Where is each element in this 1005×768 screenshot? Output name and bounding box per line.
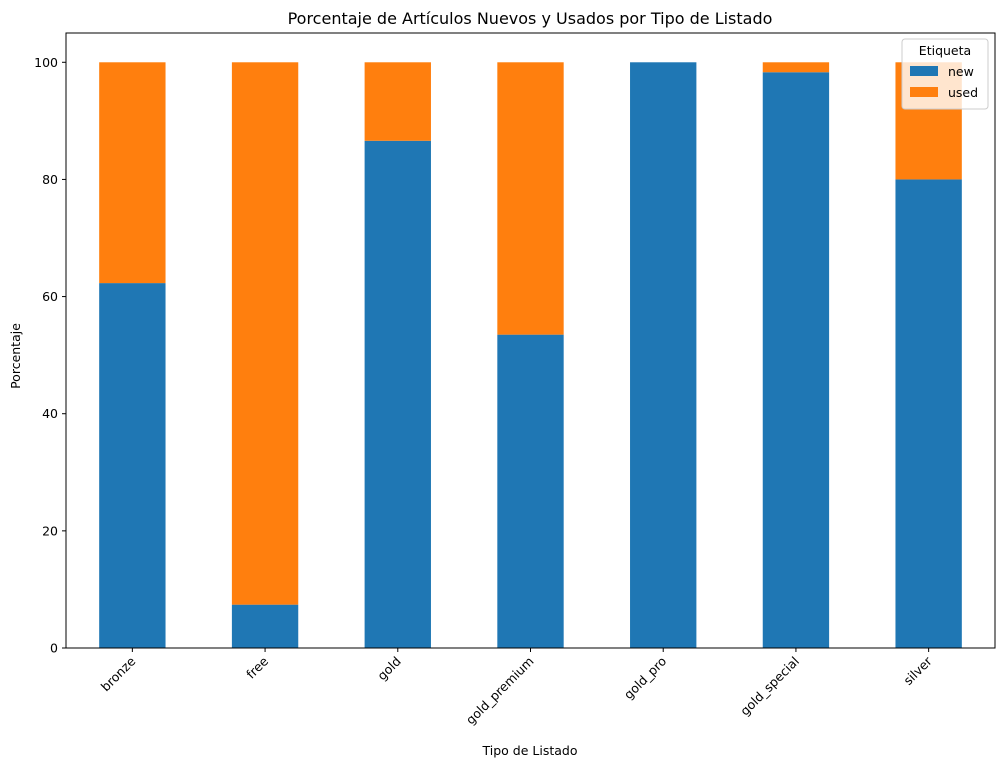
y-tick-label: 100 — [34, 55, 58, 70]
y-tick-label: 20 — [42, 523, 58, 538]
x-tick-label-gold_special: gold_special — [737, 654, 802, 719]
y-tick-label: 0 — [50, 641, 58, 656]
bar-used-gold_premium — [497, 62, 564, 335]
y-tick-label: 40 — [42, 406, 58, 421]
bar-new-gold_special — [762, 72, 830, 648]
chart-title: Porcentaje de Artículos Nuevos y Usados … — [288, 9, 773, 28]
x-tick-label-silver: silver — [900, 653, 935, 688]
legend-swatch-used — [910, 87, 938, 97]
bar-used-gold — [364, 62, 431, 141]
legend-title: Etiqueta — [919, 43, 971, 58]
x-tick-label-gold: gold — [374, 654, 404, 684]
legend: Etiqueta new used — [901, 38, 989, 110]
legend-label-new: new — [948, 64, 974, 79]
y-tick-label: 80 — [42, 172, 58, 187]
x-axis-title: Tipo de Listado — [482, 743, 578, 758]
y-axis-ticks: 0 20 40 60 80 100 — [34, 55, 66, 656]
bar-used-gold_special — [762, 62, 830, 73]
legend-label-used: used — [948, 85, 978, 100]
x-tick-label-gold_premium: gold_premium — [463, 654, 537, 728]
bar-new-free — [231, 604, 299, 648]
bar-new-gold_pro — [630, 62, 697, 649]
y-tick-label: 60 — [42, 289, 58, 304]
bar-used-free — [231, 62, 299, 605]
x-tick-label-gold_pro: gold_pro — [621, 654, 670, 703]
bar-new-silver — [895, 179, 962, 648]
legend-swatch-new — [910, 66, 938, 76]
y-axis-title: Porcentaje — [8, 323, 23, 389]
x-tick-label-free: free — [243, 653, 271, 681]
bar-new-bronze — [99, 283, 166, 648]
bar-new-gold — [364, 140, 431, 648]
bar-new-gold_premium — [497, 334, 564, 648]
x-tick-label-bronze: bronze — [98, 653, 139, 694]
bar-used-bronze — [99, 62, 166, 284]
bars-group — [99, 62, 962, 649]
x-axis-ticks: bronze free gold gold_premium gold_pro gold_s… — [98, 648, 935, 728]
